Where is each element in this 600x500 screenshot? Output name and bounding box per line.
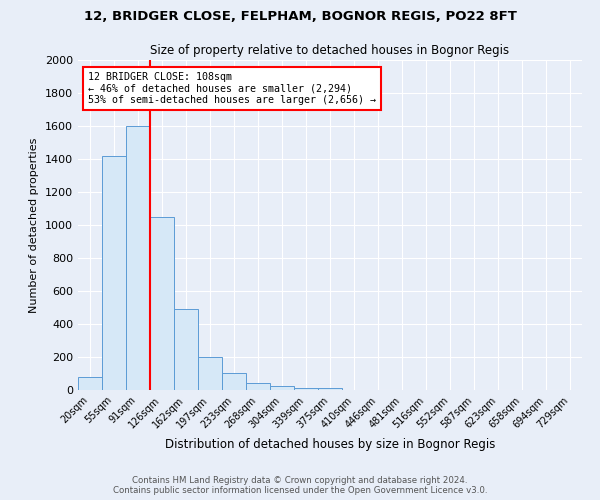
Text: Contains HM Land Registry data © Crown copyright and database right 2024.
Contai: Contains HM Land Registry data © Crown c… [113, 476, 487, 495]
Y-axis label: Number of detached properties: Number of detached properties [29, 138, 40, 312]
Bar [150, 217, 174, 390]
X-axis label: Distribution of detached houses by size in Bognor Regis: Distribution of detached houses by size … [165, 438, 495, 451]
Title: Size of property relative to detached houses in Bognor Regis: Size of property relative to detached ho… [151, 44, 509, 58]
Text: 12 BRIDGER CLOSE: 108sqm
← 46% of detached houses are smaller (2,294)
53% of sem: 12 BRIDGER CLOSE: 108sqm ← 46% of detach… [88, 72, 376, 105]
Bar [246, 382, 270, 390]
Bar [198, 357, 222, 390]
Bar [222, 372, 246, 390]
Bar [78, 377, 102, 390]
Bar [270, 386, 294, 390]
Bar [126, 126, 150, 390]
Text: 12, BRIDGER CLOSE, FELPHAM, BOGNOR REGIS, PO22 8FT: 12, BRIDGER CLOSE, FELPHAM, BOGNOR REGIS… [83, 10, 517, 23]
Bar [294, 388, 318, 390]
Bar [102, 156, 126, 390]
Bar [174, 309, 198, 390]
Bar [318, 388, 342, 390]
